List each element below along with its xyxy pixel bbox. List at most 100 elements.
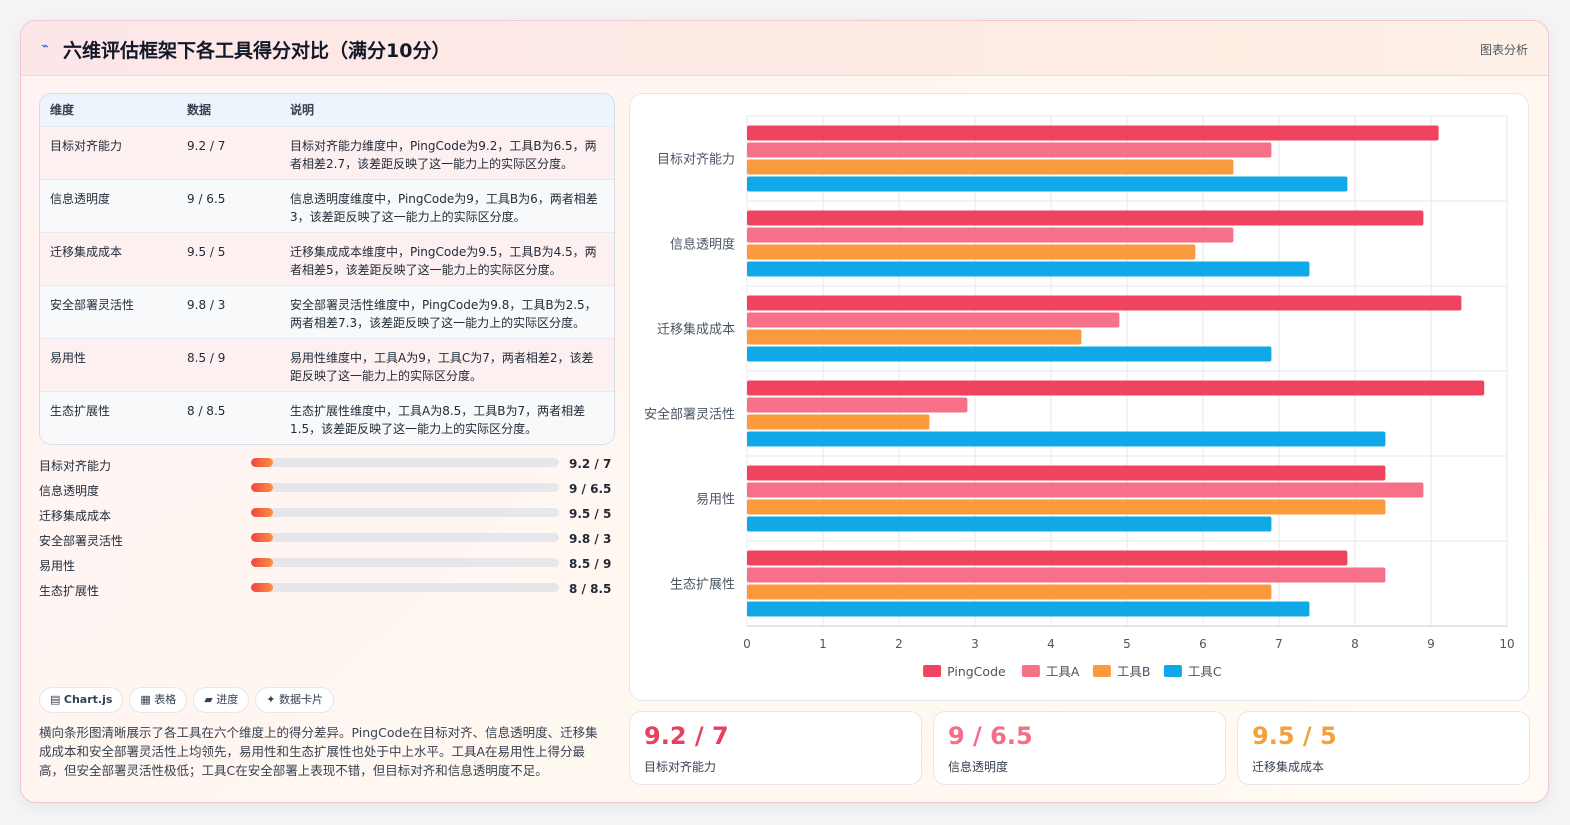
bar bbox=[747, 329, 1082, 345]
cell-note: 生态扩展性维度中，工具A为8.5，工具B为7，两者相差1.5，该差距反映了这一能… bbox=[280, 390, 614, 444]
cell-note: 目标对齐能力维度中，PingCode为9.2，工具B为6.5，两者相差2.7，该… bbox=[280, 125, 614, 179]
legend-label: 工具B bbox=[1117, 664, 1151, 679]
bar bbox=[747, 346, 1272, 362]
y-category-label: 目标对齐能力 bbox=[657, 152, 735, 168]
progress-value: 8.5 / 9 bbox=[569, 557, 612, 571]
x-tick-label: 3 bbox=[971, 637, 979, 651]
bar bbox=[747, 295, 1462, 311]
progress-fill bbox=[251, 533, 273, 542]
table-row: 信息透明度 9 / 6.5 信息透明度维度中，PingCode为9，工具B为6，… bbox=[40, 178, 614, 232]
summary-text: 横向条形图清晰展示了各工具在六个维度上的得分差异。PingCode在目标对齐、信… bbox=[39, 725, 598, 778]
progress-label: 迁移集成成本 bbox=[39, 509, 112, 523]
progress-label: 生态扩展性 bbox=[39, 584, 100, 598]
bar bbox=[747, 159, 1234, 175]
bar bbox=[747, 550, 1348, 566]
main-card: ⌁ 六维评估框架下各工具得分对比（满分10分） 图表分析 维度 数据 说明 目标… bbox=[20, 20, 1549, 803]
progress-value: 8 / 8.5 bbox=[569, 582, 612, 596]
x-tick-label: 6 bbox=[1199, 637, 1207, 651]
bar bbox=[747, 125, 1439, 141]
table-icon: ▦ bbox=[140, 693, 155, 706]
y-category-label: 生态扩展性 bbox=[670, 578, 735, 593]
x-tick-label: 5 bbox=[1123, 637, 1131, 651]
progress-fill bbox=[251, 508, 273, 517]
progress-value: 9.8 / 3 bbox=[569, 532, 612, 546]
legend-swatch bbox=[1163, 665, 1182, 677]
x-tick-label: 10 bbox=[1499, 637, 1514, 651]
cell-note: 迁移集成成本维度中，PingCode为9.5，工具B为4.5，两者相差5，该差距… bbox=[280, 231, 614, 285]
cell-data: 9.8 / 3 bbox=[177, 284, 280, 338]
chip-progress[interactable]: ▰ 进度 bbox=[193, 687, 250, 713]
cell-note: 信息透明度维度中，PingCode为9，工具B为6，两者相差3，该差距反映了这一… bbox=[280, 178, 614, 232]
progress-row: 目标对齐能力 9.2 / 7 bbox=[39, 453, 613, 478]
legend-swatch bbox=[923, 665, 942, 677]
cell-dimension: 信息透明度 bbox=[40, 178, 177, 232]
x-tick-label: 4 bbox=[1047, 637, 1055, 651]
tech-chips: ▤ Chart.js ▦ 表格 ▰ 进度 ✦ 数据卡片 bbox=[39, 687, 340, 713]
progress-label: 信息透明度 bbox=[39, 484, 100, 498]
bar bbox=[747, 584, 1272, 600]
stat-value: 9 / 6.5 bbox=[948, 722, 1033, 750]
chart-panel: 0 1 2 3 4 5 6 7 8 9 10 目标对齐能力 信息透明度 迁移集成成本 安全部署灵活性 易用性生… bbox=[629, 93, 1529, 701]
x-tick-label: 0 bbox=[743, 637, 751, 651]
cell-dimension: 目标对齐能力 bbox=[40, 125, 177, 179]
progress-row: 迁移集成成本 9.5 / 5 bbox=[39, 503, 613, 528]
progress-fill bbox=[251, 583, 273, 592]
table-row: 生态扩展性 8 / 8.5 生态扩展性维度中，工具A为8.5，工具B为7，两者相… bbox=[40, 390, 614, 444]
progress-fill bbox=[251, 458, 273, 467]
column-header: 数据 bbox=[187, 103, 212, 118]
progress-track bbox=[251, 458, 559, 467]
stat-card: 9 / 6.5 信息透明度 bbox=[933, 711, 1226, 785]
bar bbox=[747, 312, 1120, 328]
table-row: 易用性 8.5 / 9 易用性维度中，工具A为9，工具C为7，两者相差2，该差距… bbox=[40, 337, 614, 391]
cell-note: 安全部署灵活性维度中，PingCode为9.8，工具B为2.5，两者相差7.3，… bbox=[280, 284, 614, 338]
stat-value: 9.5 / 5 bbox=[1252, 722, 1337, 750]
stat-card: 9.2 / 7 目标对齐能力 bbox=[629, 711, 922, 785]
stat-value: 9.2 / 7 bbox=[644, 722, 729, 750]
bar bbox=[747, 414, 930, 430]
header-tag[interactable]: 图表分析 bbox=[1479, 43, 1528, 57]
progress-value: 9.2 / 7 bbox=[569, 457, 612, 471]
y-category-label: 安全部署灵活性 bbox=[644, 407, 735, 423]
progress-track bbox=[251, 483, 559, 492]
bar bbox=[747, 261, 1310, 277]
column-header: 维度 bbox=[50, 103, 75, 118]
bar bbox=[747, 482, 1424, 498]
stat-label: 目标对齐能力 bbox=[644, 760, 717, 774]
progress-track bbox=[251, 583, 559, 592]
progress-fill bbox=[251, 483, 273, 492]
bar bbox=[747, 567, 1386, 583]
bar bbox=[747, 210, 1424, 226]
chip-data-card[interactable]: ✦ 数据卡片 bbox=[255, 687, 334, 713]
data-table: 维度 数据 说明 目标对齐能力 9.2 / 7 目标对齐能力维度中，PingCo… bbox=[39, 93, 615, 445]
progress-row: 易用性 8.5 / 9 bbox=[39, 553, 613, 578]
legend-label: 工具C bbox=[1188, 664, 1222, 679]
table-row: 安全部署灵活性 9.8 / 3 安全部署灵活性维度中，PingCode为9.8，… bbox=[40, 284, 614, 338]
y-category-label: 易用性 bbox=[696, 493, 735, 508]
cell-dimension: 生态扩展性 bbox=[40, 390, 177, 444]
y-category-label: 迁移集成成本 bbox=[657, 322, 735, 338]
table-row: 目标对齐能力 9.2 / 7 目标对齐能力维度中，PingCode为9.2，工具… bbox=[40, 125, 614, 179]
chip-table[interactable]: ▦ 表格 bbox=[129, 687, 188, 713]
stat-card: 9.5 / 5 迁移集成成本 bbox=[1237, 711, 1530, 785]
cell-data: 9.2 / 7 bbox=[177, 125, 280, 179]
legend-swatch bbox=[1021, 665, 1040, 677]
x-tick-label: 2 bbox=[895, 637, 903, 651]
chip-chartjs[interactable]: ▤ Chart.js bbox=[39, 687, 124, 713]
progress-fill bbox=[251, 558, 273, 567]
y-category-label: 信息透明度 bbox=[670, 237, 735, 253]
stat-label: 迁移集成成本 bbox=[1252, 760, 1325, 774]
bar bbox=[747, 431, 1386, 447]
progress-row: 生态扩展性 8 / 8.5 bbox=[39, 578, 613, 603]
progress-track bbox=[251, 558, 559, 567]
column-header: 说明 bbox=[290, 103, 315, 118]
progress-row: 安全部署灵活性 9.8 / 3 bbox=[39, 528, 613, 553]
zap-icon: ⌁ bbox=[41, 39, 49, 54]
bar-chart: 0 1 2 3 4 5 6 7 8 9 10 目标对齐能力信息透明度迁移集成成本安全部署灵活性易用性生… bbox=[644, 115, 1515, 679]
x-tick-label: 8 bbox=[1351, 637, 1359, 651]
cell-dimension: 易用性 bbox=[40, 337, 177, 391]
cell-data: 8.5 / 9 bbox=[177, 337, 280, 391]
bar bbox=[747, 227, 1234, 243]
cell-dimension: 安全部署灵活性 bbox=[40, 284, 177, 338]
progress-icon: ▰ bbox=[204, 693, 217, 706]
bar bbox=[747, 176, 1348, 192]
